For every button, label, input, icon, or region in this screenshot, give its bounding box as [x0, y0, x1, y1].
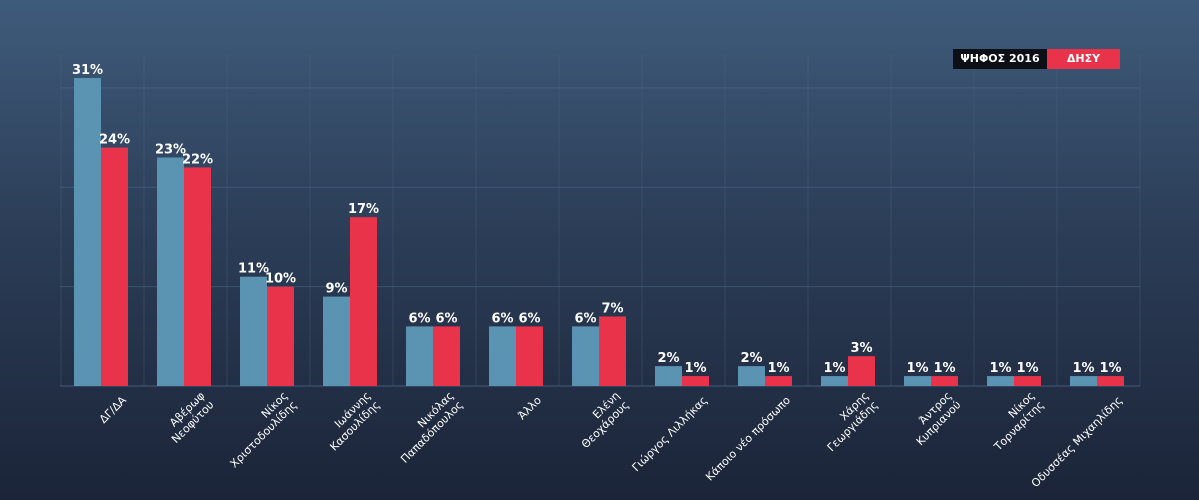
bar-disy-7	[682, 376, 709, 386]
category-label-1: ΑβέρωφΝεοφύτου	[160, 389, 217, 446]
bar-disy-8	[765, 376, 792, 386]
data-label-psifos-2016-10: 1%	[906, 361, 928, 376]
bar-disy-12	[1097, 376, 1124, 386]
data-label-disy-9: 3%	[850, 341, 872, 356]
data-label-disy-10: 1%	[933, 361, 955, 376]
legend-item-disy: ΔΗΣΥ	[1047, 49, 1120, 69]
category-label-line: ΔΓ/ΔΑ	[97, 393, 129, 425]
bar-disy-1	[184, 167, 211, 386]
bar-psifos-2016-11	[987, 376, 1014, 386]
bar-psifos-2016-10	[904, 376, 931, 386]
category-label-line: Γιώργος Λιλλήκας	[630, 394, 710, 474]
category-label-line: Άλλο	[515, 394, 544, 423]
data-label-psifos-2016-6: 6%	[574, 311, 596, 326]
data-label-psifos-2016-0: 31%	[72, 63, 103, 78]
data-label-psifos-2016-12: 1%	[1072, 361, 1094, 376]
data-label-disy-1: 22%	[182, 152, 213, 167]
category-label-line: Κάποιο νέο πρόσωπο	[703, 394, 793, 484]
category-label-11: ΝίκοςΤορναρίτης	[982, 389, 1047, 454]
bar-disy-11	[1014, 376, 1041, 386]
bar-disy-5	[516, 326, 543, 386]
bar-psifos-2016-4	[406, 326, 433, 386]
bar-disy-9	[848, 356, 875, 386]
data-label-psifos-2016-1: 23%	[155, 142, 186, 157]
bar-psifos-2016-0	[74, 78, 101, 386]
category-label-5: Άλλο	[515, 394, 544, 423]
bar-disy-2	[267, 286, 294, 386]
data-label-disy-0: 24%	[99, 133, 130, 148]
data-label-disy-5: 6%	[518, 311, 540, 326]
legend-item-psifos-2016: ΨΗΦΟΣ 2016	[953, 49, 1047, 69]
data-label-psifos-2016-3: 9%	[325, 282, 347, 297]
category-label-3: ΙωάννηςΚασουλίδης	[318, 389, 382, 453]
category-label-7: Γιώργος Λιλλήκας	[630, 394, 710, 474]
bar-psifos-2016-3	[323, 296, 350, 386]
data-label-psifos-2016-4: 6%	[408, 311, 430, 326]
data-label-disy-2: 10%	[265, 272, 296, 287]
data-label-psifos-2016-2: 11%	[238, 262, 269, 277]
data-label-psifos-2016-8: 2%	[740, 351, 762, 366]
bar-psifos-2016-7	[655, 366, 682, 386]
category-label-8: Κάποιο νέο πρόσωπο	[703, 394, 793, 484]
category-label-10: ΆντροςΚυπριανού	[905, 389, 964, 448]
category-label-4: ΝικόλαςΠαπαδόπουλος	[389, 389, 466, 466]
category-label-9: ΧάρηςΓεωργιάδης	[816, 389, 881, 454]
data-label-disy-6: 7%	[601, 301, 623, 316]
bar-psifos-2016-5	[489, 326, 516, 386]
category-label-0: ΔΓ/ΔΑ	[97, 393, 129, 425]
bar-psifos-2016-2	[240, 276, 267, 386]
data-label-disy-7: 1%	[684, 361, 706, 376]
bar-disy-3	[350, 217, 377, 386]
bar-disy-4	[433, 326, 460, 386]
data-label-psifos-2016-11: 1%	[989, 361, 1011, 376]
data-label-psifos-2016-7: 2%	[657, 351, 679, 366]
data-label-disy-12: 1%	[1099, 361, 1121, 376]
bar-psifos-2016-8	[738, 366, 765, 386]
bar-disy-0	[101, 147, 128, 386]
bar-psifos-2016-1	[157, 157, 184, 386]
legend: ΨΗΦΟΣ 2016 ΔΗΣΥ	[953, 49, 1120, 69]
bar-psifos-2016-9	[821, 376, 848, 386]
data-label-psifos-2016-9: 1%	[823, 361, 845, 376]
bar-psifos-2016-6	[572, 326, 599, 386]
category-label-2: ΝίκοςΧριστοδουλίδης	[218, 389, 299, 470]
data-label-disy-11: 1%	[1016, 361, 1038, 376]
bar-disy-10	[931, 376, 958, 386]
bar-psifos-2016-12	[1070, 376, 1097, 386]
data-label-disy-3: 17%	[348, 202, 379, 217]
category-label-6: ΕλένηΘεοχάρους	[570, 389, 632, 451]
bar-disy-6	[599, 316, 626, 386]
data-label-psifos-2016-5: 6%	[491, 311, 513, 326]
data-label-disy-8: 1%	[767, 361, 789, 376]
data-label-disy-4: 6%	[435, 311, 457, 326]
